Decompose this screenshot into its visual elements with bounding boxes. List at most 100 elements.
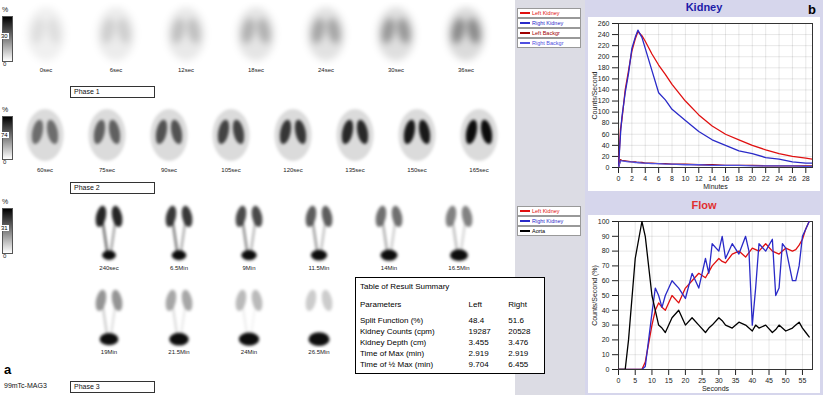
svg-text:25: 25 bbox=[698, 377, 706, 384]
html-text:3.476: 3.476 bbox=[508, 338, 529, 347]
html-text:74: 74 bbox=[1, 132, 8, 138]
svg-text:140: 140 bbox=[598, 86, 610, 93]
html-text:Kidney: Kidney bbox=[685, 1, 723, 13]
svg-text:15: 15 bbox=[665, 377, 673, 384]
html-text:24sec: 24sec bbox=[318, 67, 334, 73]
svg-text:200: 200 bbox=[598, 53, 610, 60]
svg-text:55: 55 bbox=[799, 377, 807, 384]
svg-text:20: 20 bbox=[748, 175, 756, 182]
html-text:150sec: 150sec bbox=[407, 167, 427, 173]
html-text:105sec: 105sec bbox=[221, 167, 241, 173]
html-text:90sec: 90sec bbox=[161, 167, 177, 173]
html-text:Kidney Depth (cm): Kidney Depth (cm) bbox=[360, 338, 427, 347]
svg-text:16: 16 bbox=[722, 175, 730, 182]
html-text:Phase 3: Phase 3 bbox=[74, 383, 100, 390]
svg-text:40: 40 bbox=[602, 307, 610, 314]
html-text:2.919: 2.919 bbox=[508, 349, 529, 358]
html-text:99mTc-MAG3: 99mTc-MAG3 bbox=[4, 382, 47, 389]
svg-text:90: 90 bbox=[602, 233, 610, 240]
html-text:Left: Left bbox=[468, 300, 482, 309]
svg-text:180: 180 bbox=[598, 64, 610, 71]
svg-text:160: 160 bbox=[598, 75, 610, 82]
svg-text:Minutes: Minutes bbox=[703, 183, 728, 190]
html-text:b: b bbox=[808, 2, 816, 17]
svg-text:40: 40 bbox=[602, 142, 610, 149]
html-text:9.704: 9.704 bbox=[468, 360, 489, 369]
svg-text:10: 10 bbox=[648, 377, 656, 384]
svg-text:60: 60 bbox=[602, 277, 610, 284]
svg-text:10: 10 bbox=[681, 175, 689, 182]
svg-text:6: 6 bbox=[657, 175, 661, 182]
html-text:Right: Right bbox=[508, 300, 527, 309]
svg-text:0: 0 bbox=[617, 175, 621, 182]
html-text:51.6: 51.6 bbox=[508, 316, 524, 325]
svg-text:14: 14 bbox=[708, 175, 716, 182]
svg-text:24: 24 bbox=[775, 175, 783, 182]
svg-text:Counts/Second (%): Counts/Second (%) bbox=[591, 265, 599, 326]
svg-text:8: 8 bbox=[670, 175, 674, 182]
html-text:Split Function (%): Split Function (%) bbox=[360, 316, 424, 325]
svg-text:120: 120 bbox=[598, 97, 610, 104]
svg-text:40: 40 bbox=[748, 377, 756, 384]
html-text:2.919: 2.919 bbox=[468, 349, 489, 358]
svg-text:26: 26 bbox=[789, 175, 797, 182]
html-text:60sec: 60sec bbox=[37, 167, 53, 173]
svg-text:Counts/Second: Counts/Second bbox=[591, 71, 598, 119]
svg-text:22: 22 bbox=[762, 175, 770, 182]
html-text:30sec: 30sec bbox=[388, 67, 404, 73]
html-text:Parameters: Parameters bbox=[360, 300, 402, 309]
html-text:3.455: 3.455 bbox=[468, 338, 489, 347]
html-text:36sec: 36sec bbox=[458, 67, 474, 73]
html-text:Flow: Flow bbox=[691, 199, 717, 211]
svg-text:30: 30 bbox=[602, 321, 610, 328]
svg-text:2: 2 bbox=[630, 175, 634, 182]
html-text:Time of ½ Max (min): Time of ½ Max (min) bbox=[360, 360, 433, 369]
svg-text:45: 45 bbox=[765, 377, 773, 384]
svg-text:50: 50 bbox=[602, 292, 610, 299]
svg-text:28: 28 bbox=[802, 175, 810, 182]
svg-text:0: 0 bbox=[606, 164, 610, 171]
svg-text:50: 50 bbox=[782, 377, 790, 384]
html-text:6.455: 6.455 bbox=[508, 360, 529, 369]
svg-text:20: 20 bbox=[602, 336, 610, 343]
svg-text:0: 0 bbox=[606, 366, 610, 373]
html-text:18sec: 18sec bbox=[248, 67, 264, 73]
html-text:Phase 1: Phase 1 bbox=[74, 88, 100, 95]
svg-text:30: 30 bbox=[715, 377, 723, 384]
html-text:48.4: 48.4 bbox=[468, 316, 485, 325]
svg-text:80: 80 bbox=[602, 247, 610, 254]
svg-text:240: 240 bbox=[598, 31, 610, 38]
html-text:a: a bbox=[4, 362, 12, 377]
html-text:Time of Max (min): Time of Max (min) bbox=[360, 349, 425, 358]
html-text:12sec: 12sec bbox=[178, 67, 194, 73]
html-text:135sec: 135sec bbox=[345, 167, 365, 173]
html-text:75sec: 75sec bbox=[99, 167, 115, 173]
svg-text:20: 20 bbox=[602, 153, 610, 160]
html-text:120sec: 120sec bbox=[283, 167, 303, 173]
html-text:Phase 2: Phase 2 bbox=[74, 184, 100, 191]
svg-text:220: 220 bbox=[598, 42, 610, 49]
html-text:20528: 20528 bbox=[508, 327, 531, 336]
svg-text:100: 100 bbox=[598, 218, 610, 225]
svg-text:Seconds: Seconds bbox=[702, 385, 730, 392]
html-text:30: 30 bbox=[1, 33, 8, 39]
html-text:6sec: 6sec bbox=[109, 67, 123, 73]
svg-text:4: 4 bbox=[643, 175, 647, 182]
svg-text:80: 80 bbox=[602, 119, 610, 126]
html-text:165sec: 165sec bbox=[469, 167, 489, 173]
svg-text:260: 260 bbox=[598, 20, 610, 27]
svg-text:20: 20 bbox=[681, 377, 689, 384]
html-text:Kidney Counts (cpm): Kidney Counts (cpm) bbox=[360, 327, 435, 336]
svg-text:12: 12 bbox=[695, 175, 703, 182]
html-text:19287: 19287 bbox=[468, 327, 491, 336]
svg-text:35: 35 bbox=[732, 377, 740, 384]
svg-text:60: 60 bbox=[602, 131, 610, 138]
svg-text:5: 5 bbox=[633, 377, 637, 384]
html-text:Table of Result Summary: Table of Result Summary bbox=[360, 282, 450, 291]
svg-text:18: 18 bbox=[735, 175, 743, 182]
svg-text:70: 70 bbox=[602, 262, 610, 269]
html-text:0sec: 0sec bbox=[39, 67, 53, 73]
svg-text:100: 100 bbox=[598, 108, 610, 115]
svg-text:0: 0 bbox=[617, 377, 621, 384]
svg-text:10: 10 bbox=[602, 351, 610, 358]
